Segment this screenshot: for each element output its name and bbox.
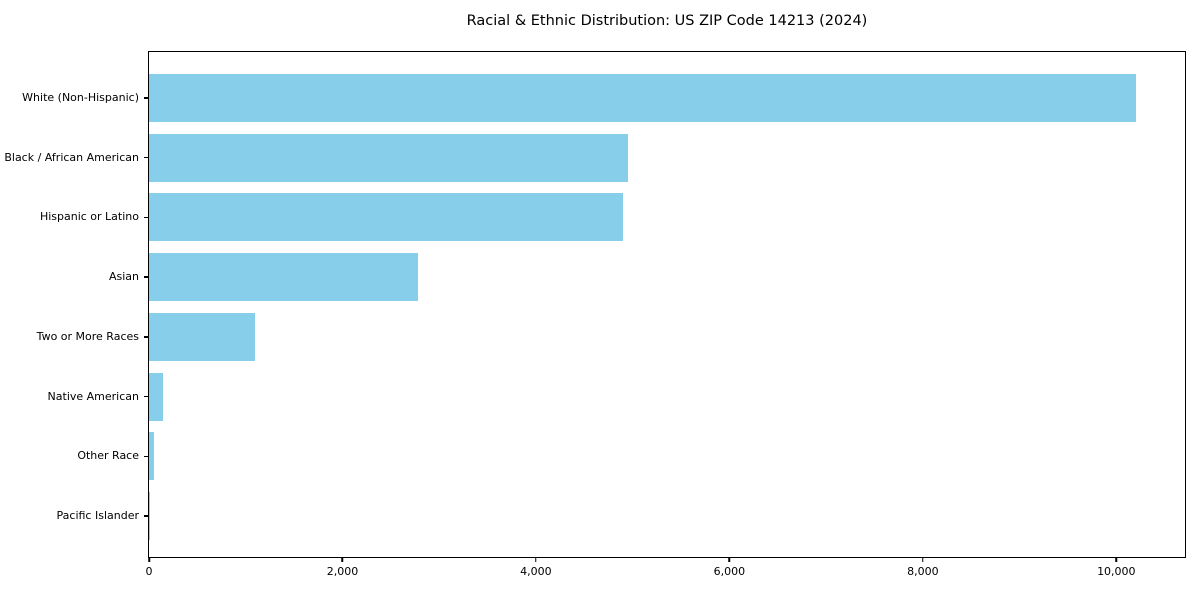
- bar-2: [149, 133, 628, 182]
- y-tick: [144, 455, 149, 457]
- x-tick: [728, 557, 731, 562]
- x-tick-label: 2,000: [326, 565, 359, 578]
- plot-area: White (Non-Hispanic) Black / African Amer…: [4, 51, 1186, 578]
- y-axis-label: White (Non-Hispanic): [22, 91, 139, 104]
- chart-title: Racial & Ethnic Distribution: US ZIP Cod…: [466, 13, 868, 29]
- bar-6: [149, 372, 164, 421]
- y-tick: [144, 336, 149, 338]
- x-tick-label: 8,000: [907, 565, 939, 578]
- y-axis-label: Two or More Races: [36, 329, 139, 343]
- x-tick-label: 0: [145, 565, 153, 578]
- x-tick: [535, 557, 537, 562]
- y-axis-label: Native American: [47, 389, 139, 403]
- bar-1: [149, 74, 1136, 122]
- y-tick: [144, 156, 149, 159]
- x-tick: [922, 557, 924, 562]
- y-tick: [144, 395, 149, 398]
- y-tick: [144, 515, 149, 517]
- x-tick: [341, 557, 344, 562]
- y-axis-label: Pacific Islander: [56, 508, 139, 522]
- y-tick: [144, 97, 149, 99]
- x-tick-label: 10,000: [1097, 565, 1136, 578]
- bar-5: [149, 312, 256, 361]
- bar-7: [149, 432, 154, 481]
- bar-4: [149, 253, 418, 302]
- y-axis-label: Asian: [108, 270, 139, 284]
- y-tick: [144, 216, 149, 219]
- bar-8: [149, 491, 150, 540]
- y-axis-label: Black / African American: [4, 150, 139, 164]
- y-axis-label: Hispanic or Latino: [39, 210, 139, 224]
- x-tick: [148, 557, 150, 562]
- x-tick-label: 6,000: [713, 565, 746, 578]
- x-tick-label: 4,000: [520, 565, 552, 578]
- x-tick: [1115, 557, 1118, 562]
- y-axis-label: Other Race: [77, 449, 139, 463]
- y-tick: [144, 276, 149, 278]
- bar-3: [149, 193, 623, 242]
